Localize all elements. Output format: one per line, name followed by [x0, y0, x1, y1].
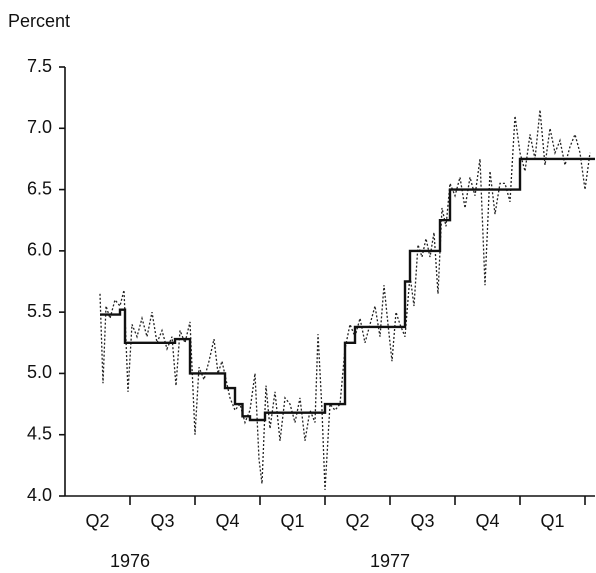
y-tick-label: 7.0 [27, 117, 52, 137]
y-tick-label: 4.5 [27, 423, 52, 443]
x-tick-label: Q3 [150, 511, 174, 531]
x-tick-label: Q3 [410, 511, 434, 531]
x-group-label: 1977 [370, 551, 410, 571]
x-tick-label: Q4 [215, 511, 239, 531]
x-tick-label: Q2 [345, 511, 369, 531]
y-tick-label: 5.0 [27, 362, 52, 382]
y-tick-label: 6.0 [27, 240, 52, 260]
x-tick-label: Q1 [280, 511, 304, 531]
x-tick-label: Q4 [475, 511, 499, 531]
target-rate-line [100, 157, 595, 422]
x-group-label: 1976 [110, 551, 150, 571]
daily-rate-line [99, 109, 591, 490]
x-tick-label: Q1 [540, 511, 564, 531]
y-axis-label: Percent [8, 11, 70, 31]
x-tick-label: Q2 [85, 511, 109, 531]
y-tick-label: 7.5 [27, 56, 52, 76]
y-tick-label: 4.0 [27, 485, 52, 505]
y-tick-label: 6.5 [27, 178, 52, 198]
y-tick-label: 5.5 [27, 301, 52, 321]
